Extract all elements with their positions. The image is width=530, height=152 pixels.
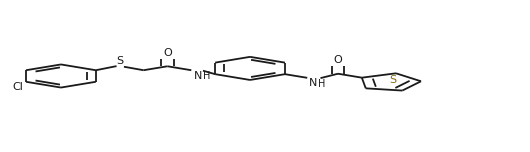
Text: S: S — [389, 75, 396, 85]
Text: H: H — [319, 79, 326, 89]
Text: O: O — [333, 55, 342, 65]
Text: S: S — [116, 55, 123, 66]
Text: O: O — [163, 48, 172, 58]
Text: Cl: Cl — [13, 82, 23, 92]
Text: N: N — [309, 78, 317, 88]
Text: N: N — [193, 71, 202, 81]
Text: H: H — [203, 71, 210, 81]
